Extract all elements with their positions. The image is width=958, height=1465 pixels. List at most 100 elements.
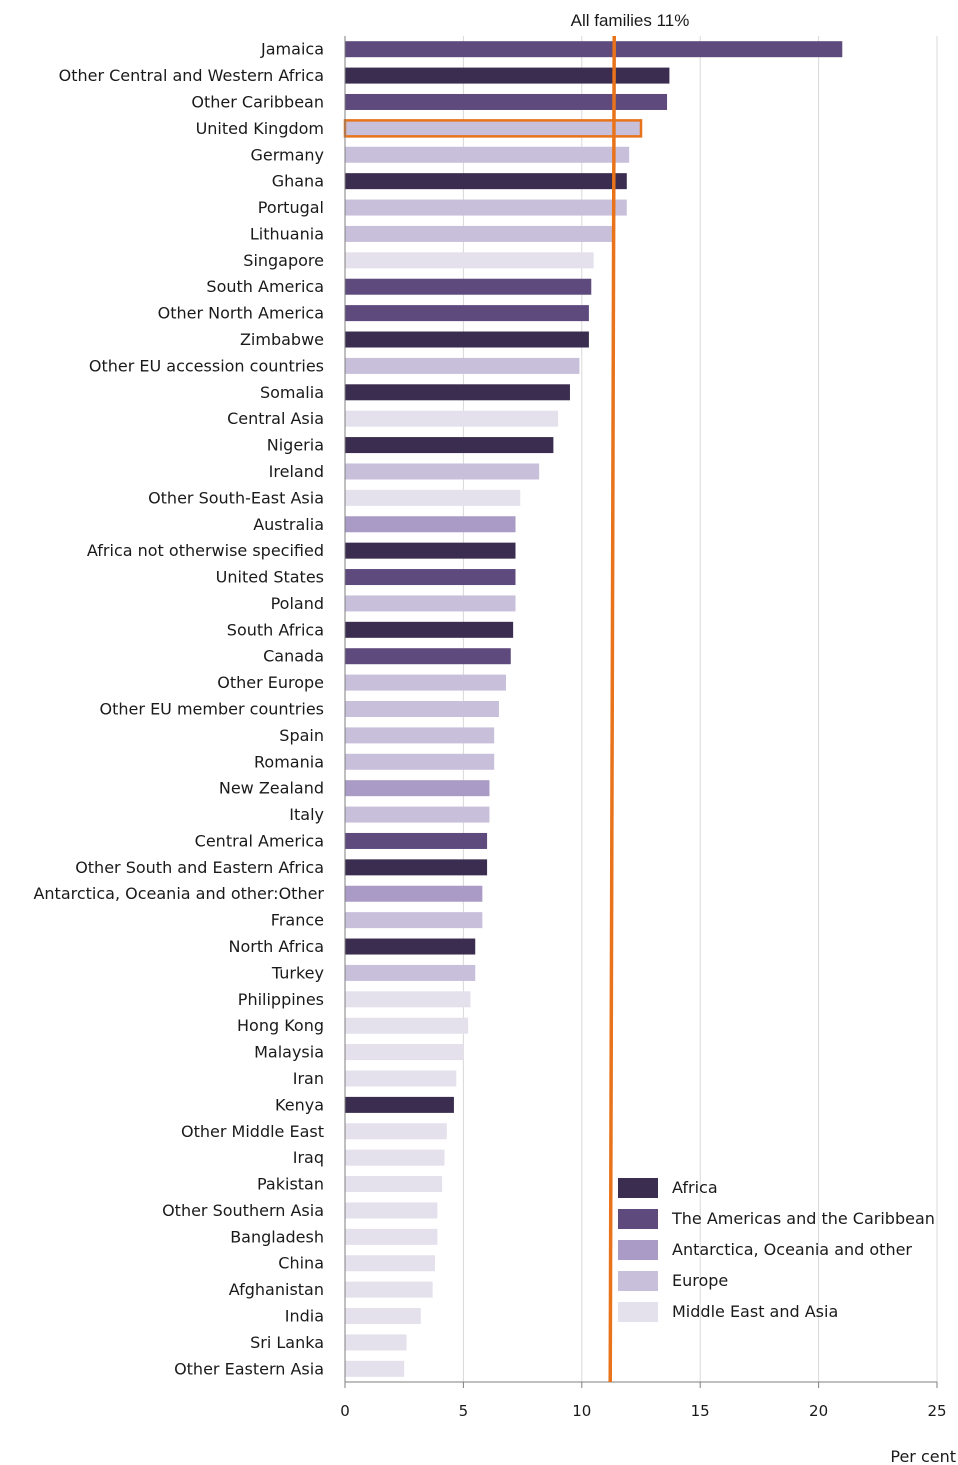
bar [345, 489, 521, 506]
category-label: Antarctica, Oceania and other:Other [33, 884, 324, 903]
bar [345, 1281, 433, 1298]
bar [345, 1255, 435, 1272]
category-label: Canada [263, 647, 324, 666]
category-label: Ghana [272, 172, 324, 191]
category-label: Portugal [258, 198, 324, 217]
category-label: Germany [250, 145, 324, 164]
category-label: Iraq [293, 1148, 324, 1167]
category-label: Hong Kong [237, 1016, 324, 1035]
bar [345, 463, 540, 480]
category-label: Kenya [275, 1095, 324, 1114]
category-label: Africa not otherwise specified [87, 541, 324, 560]
category-label: United States [216, 568, 324, 587]
bar [345, 991, 471, 1008]
bar [345, 410, 559, 427]
legend-label: Africa [672, 1178, 718, 1197]
legend: Africa The Americas and the Caribbean Anta… [618, 1178, 935, 1322]
bar [345, 437, 554, 454]
legend-swatch [618, 1178, 658, 1198]
category-label: Jamaica [260, 40, 324, 59]
category-label: North Africa [229, 937, 324, 956]
bar [345, 1360, 405, 1377]
category-label: South America [206, 277, 324, 296]
legend-label: Middle East and Asia [672, 1302, 838, 1321]
category-label: France [271, 911, 324, 930]
category-labels: Jamaica Other Central and Western Africa O… [33, 40, 324, 1379]
bar [345, 859, 488, 876]
category-label: Other North America [158, 304, 324, 323]
bar [345, 595, 516, 612]
bar [345, 278, 592, 295]
bar [345, 727, 495, 744]
bar [345, 357, 580, 374]
category-label: Other South and Eastern Africa [75, 858, 324, 877]
bar [345, 1096, 454, 1113]
category-label: Central Asia [227, 409, 324, 428]
x-tick-label: 20 [809, 1402, 828, 1420]
reference-line-group: All families 11% [571, 11, 690, 1383]
category-label: Turkey [271, 963, 324, 982]
bar [345, 780, 490, 797]
category-label: Other EU accession countries [89, 356, 324, 375]
bar [345, 912, 483, 929]
category-label: Other Middle East [181, 1122, 324, 1141]
category-label: Other EU member countries [100, 700, 324, 719]
bars [343, 41, 843, 1377]
category-label: Pakistan [257, 1175, 324, 1194]
x-axis: 0 5 10 15 20 25 [340, 36, 947, 1420]
bar [345, 199, 627, 216]
category-label: Bangladesh [230, 1227, 324, 1246]
category-label: India [285, 1307, 324, 1326]
category-label: Spain [279, 726, 324, 745]
bar [345, 674, 507, 691]
category-label: South Africa [227, 620, 324, 639]
bar [345, 225, 615, 242]
category-label: Sri Lanka [250, 1333, 324, 1352]
category-label: Other Southern Asia [162, 1201, 324, 1220]
bar [345, 1017, 469, 1034]
legend-label: The Americas and the Caribbean [671, 1209, 935, 1228]
bar [345, 305, 589, 322]
bar [345, 93, 668, 110]
bar [345, 1334, 407, 1351]
legend-swatch [618, 1209, 658, 1229]
category-label: Other South-East Asia [148, 488, 324, 507]
bar-highlighted [343, 119, 643, 138]
category-label: Australia [253, 515, 324, 534]
bar [345, 252, 594, 269]
x-tick-label: 0 [340, 1402, 350, 1420]
category-label: Nigeria [267, 436, 324, 455]
reference-line [608, 35, 616, 1383]
bar [345, 146, 630, 163]
legend-label: Europe [672, 1271, 728, 1290]
bar [345, 648, 511, 665]
category-label: Malaysia [254, 1043, 324, 1062]
bar [345, 67, 670, 84]
category-label: Lithuania [250, 224, 324, 243]
bar [345, 516, 516, 533]
bar [345, 41, 843, 58]
category-label: Zimbabwe [240, 330, 324, 349]
legend-swatch [618, 1271, 658, 1291]
bar [345, 1070, 457, 1087]
x-tick-label: 5 [459, 1402, 469, 1420]
bar [345, 1202, 438, 1219]
bar [345, 1044, 464, 1061]
legend-swatch [618, 1240, 658, 1260]
legend-swatch [618, 1302, 658, 1322]
reference-line-label: All families 11% [571, 11, 690, 30]
category-label: Singapore [243, 251, 324, 270]
category-label: Italy [289, 805, 324, 824]
bar [345, 384, 570, 401]
bar [345, 701, 499, 717]
category-label: Ireland [269, 462, 324, 481]
category-label: Iran [293, 1069, 324, 1088]
bar [345, 832, 488, 849]
category-label: Poland [271, 594, 324, 613]
category-label: Philippines [238, 990, 324, 1009]
category-label: Other Europe [217, 673, 324, 692]
category-label: Afghanistan [229, 1280, 324, 1299]
category-label: Other Eastern Asia [174, 1359, 324, 1378]
bar [345, 753, 495, 770]
